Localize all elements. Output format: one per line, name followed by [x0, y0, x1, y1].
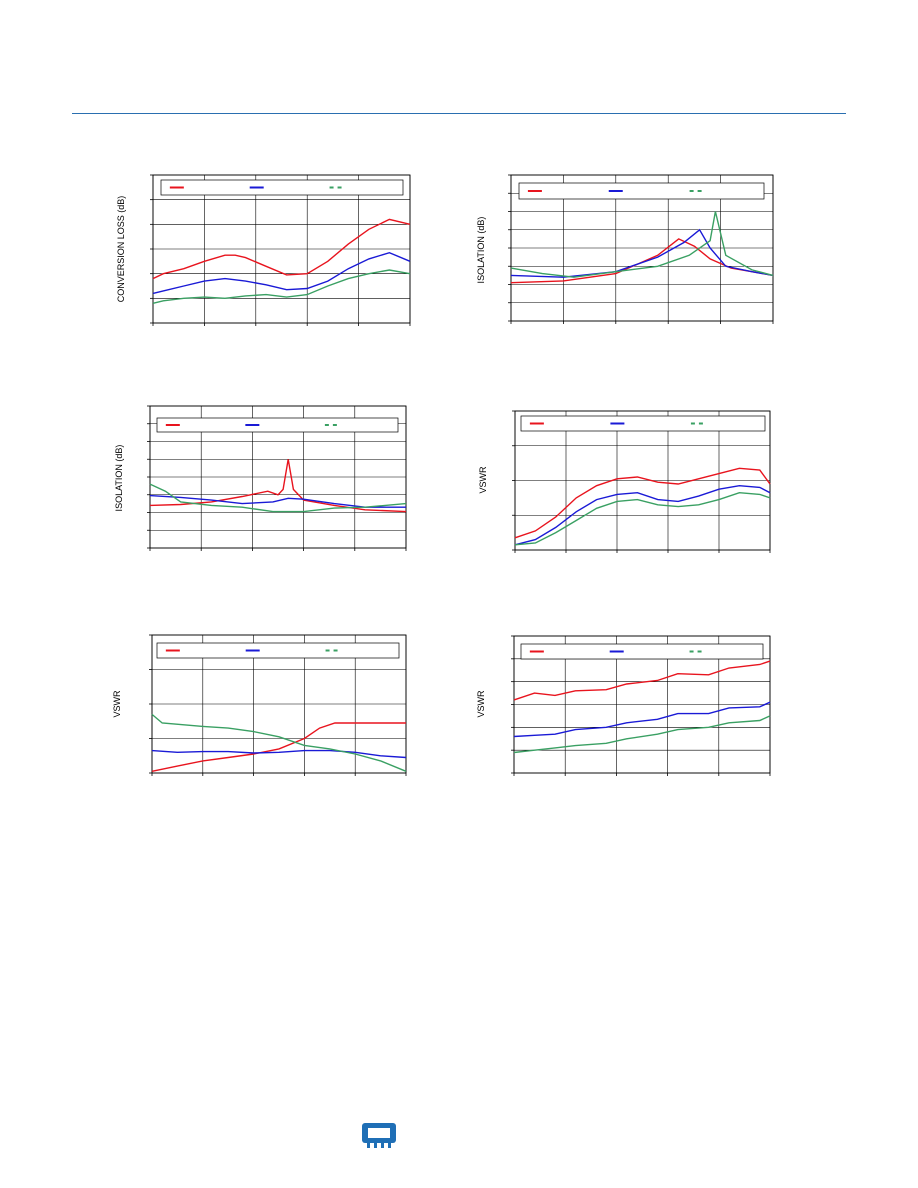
- legend-box: [518, 182, 765, 200]
- y-axis-label: VSWR: [112, 690, 122, 718]
- series-line-2: [149, 494, 406, 508]
- plot-frame: [152, 174, 411, 324]
- legend-box: [520, 643, 764, 660]
- series-line-3: [513, 715, 771, 754]
- series-line-1: [151, 722, 406, 772]
- series-line-2: [152, 251, 411, 295]
- plot-frame: [510, 174, 774, 322]
- chip-icon: [362, 1123, 396, 1148]
- plot-frame: [151, 634, 407, 774]
- y-axis-label: ISOLATION (dB): [114, 445, 124, 512]
- series-line-3: [510, 211, 774, 278]
- series-line-3: [151, 713, 407, 772]
- series-line-3: [149, 483, 407, 513]
- plot-frame: [513, 635, 771, 774]
- chart-5: VSWR: [112, 634, 407, 776]
- y-axis-label: CONVERSION LOSS (dB): [116, 196, 126, 303]
- chart-2: ISOLATION (dB): [476, 174, 774, 324]
- series-line-1: [149, 459, 407, 513]
- series-line-1: [514, 467, 771, 539]
- y-axis-label: VSWR: [478, 466, 488, 494]
- plot-frame: [149, 405, 407, 549]
- series-line-2: [514, 484, 771, 546]
- series-line-3: [152, 269, 411, 304]
- header-rule: [72, 113, 846, 114]
- chart-1: CONVERSION LOSS (dB): [116, 174, 411, 326]
- plot-frame: [514, 410, 771, 551]
- legend-box: [520, 415, 766, 432]
- series-line-1: [152, 218, 411, 280]
- legend-box: [156, 642, 400, 659]
- series-line-1: [513, 660, 771, 701]
- legend-box: [156, 417, 399, 433]
- y-axis-label: VSWR: [476, 690, 486, 718]
- series-line-2: [513, 701, 771, 738]
- chart-4: VSWR: [478, 410, 771, 553]
- series-line-3: [514, 491, 771, 546]
- series-line-2: [510, 228, 774, 278]
- chart-6: VSWR: [476, 635, 771, 776]
- series-line-2: [151, 749, 407, 759]
- y-axis-label: ISOLATION (dB): [476, 217, 486, 284]
- chart-3: ISOLATION (dB): [114, 405, 407, 551]
- legend-box: [160, 179, 404, 196]
